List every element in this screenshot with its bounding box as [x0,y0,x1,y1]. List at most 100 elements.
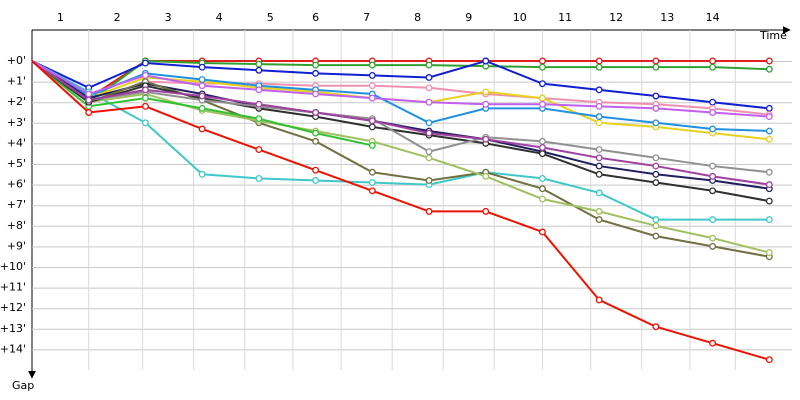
data-point [709,162,717,170]
data-point [765,65,773,73]
data-point [425,84,433,92]
y-tick-label: +5' [7,157,26,170]
y-tick-label: +1' [7,75,26,88]
data-point [652,162,660,170]
data-point [538,63,546,71]
data-point [198,82,206,90]
data-point [765,197,773,205]
data-point [652,63,660,71]
data-point [709,187,717,195]
x-tick-label: 13 [660,11,674,24]
data-point [595,57,603,65]
y-tick-label: +9' [7,239,26,252]
data-point [765,127,773,135]
data-point [538,195,546,203]
data-point [595,296,603,304]
series-line [31,59,770,104]
data-point [538,94,546,102]
data-point [709,242,717,250]
y-axis-label: Gap [12,379,34,392]
data-point [652,92,660,100]
x-tick-label: 7 [363,11,370,24]
data-point [709,109,717,116]
x-tick-label: 12 [609,11,623,24]
data-point [312,109,320,116]
data-point [765,356,773,364]
data-point [312,61,320,69]
data-point [425,148,433,156]
series-line [31,60,770,203]
series-line [31,60,770,174]
y-tick-label: +10' [0,260,26,273]
data-point [198,104,206,112]
series-line [31,60,770,116]
data-point [709,125,717,133]
data-point [595,154,603,162]
data-point [425,177,433,184]
data-point [652,154,660,162]
data-point [538,57,546,65]
data-point [368,123,376,131]
data-point [765,104,773,112]
data-point [709,98,717,106]
data-point [652,104,660,112]
data-point [141,86,149,94]
data-point [85,109,93,116]
data-point [538,144,546,151]
data-point [652,57,660,65]
data-point [538,174,546,182]
data-point [538,228,546,236]
data-point [312,90,320,98]
y-tick-label: +4' [7,136,26,149]
y-tick-label: +8' [7,219,26,232]
y-tick-label: +7' [7,198,26,211]
x-tick-label: 4 [216,11,223,24]
data-point [765,113,773,121]
data-point [141,102,149,110]
x-tick-label: 14 [706,11,720,24]
data-point [368,94,376,102]
x-tick-label: 8 [414,11,421,24]
data-point [538,185,546,193]
data-point [368,179,376,186]
data-point [312,177,320,184]
data-point [595,63,603,71]
data-point [709,216,717,224]
x-tick-label: 10 [513,11,527,24]
data-point [198,125,206,133]
y-tick-label: +11' [0,281,26,294]
series-line [31,60,770,186]
data-point [765,135,773,143]
y-tick-label: +12' [0,301,26,314]
data-point [255,174,263,182]
data-point [198,63,206,71]
data-point [709,172,717,180]
data-point [482,172,490,180]
data-point [765,168,773,176]
data-point [709,57,717,65]
data-point [482,57,490,65]
data-point [652,232,660,240]
data-point [595,113,603,121]
y-tick-label: +13' [0,322,26,335]
data-point [255,86,263,94]
data-point [198,170,206,178]
x-tick-label: 3 [165,11,172,24]
data-point [312,166,320,174]
data-point [425,61,433,69]
data-point [85,90,93,98]
y-tick-label: +2' [7,95,26,108]
data-point [652,170,660,178]
data-point [482,135,490,143]
data-point [368,71,376,79]
data-point [312,69,320,77]
data-point [538,137,546,145]
data-point [141,59,149,67]
data-point [141,94,149,102]
data-point [141,119,149,127]
data-point [425,207,433,215]
data-point [595,119,603,127]
series-line [31,59,770,110]
x-axis-label: Time [759,29,787,42]
data-point [595,146,603,154]
